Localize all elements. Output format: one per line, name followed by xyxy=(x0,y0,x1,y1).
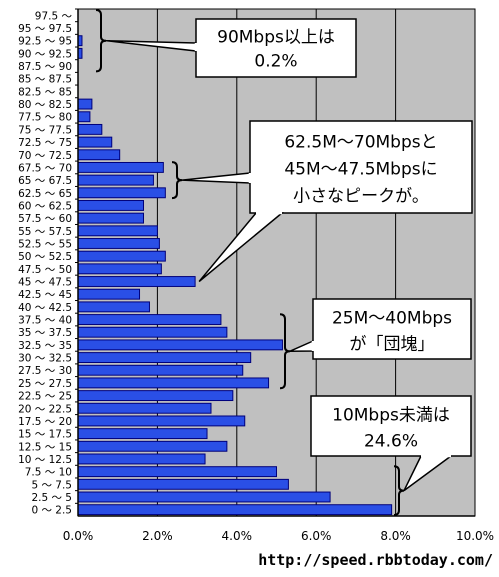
bar-30 xyxy=(77,123,103,135)
callout-under-10-text: 10Mbps未満は xyxy=(332,405,450,425)
bar-1 xyxy=(77,491,331,503)
bar-21 xyxy=(77,238,160,249)
callout-peak-text: 62.5M～70Mbpsと xyxy=(284,133,437,153)
y-tick-label: 57.5 ～ 60 xyxy=(18,213,72,225)
y-tick-label: 80 ～ 82.5 xyxy=(18,99,72,111)
y-tick-label: 77.5 ～ 80 xyxy=(18,112,72,124)
y-tick-label: 62.5 ～ 65 xyxy=(18,188,72,200)
bar-9 xyxy=(77,390,234,402)
y-tick-label: 92.5 ～ 95 xyxy=(18,36,72,48)
bar-15 xyxy=(77,314,222,325)
x-tick-label: 8.0% xyxy=(380,529,411,543)
callout-peak-text: 45M～47.5Mbpsに xyxy=(284,160,437,180)
bar-26 xyxy=(77,174,154,186)
bar-31 xyxy=(77,111,91,123)
bar-10 xyxy=(77,377,270,389)
y-tick-label: 15 ～ 17.5 xyxy=(18,429,72,441)
bar-18 xyxy=(77,276,196,287)
bar-25 xyxy=(77,187,166,199)
y-tick-label: 85 ～ 87.5 xyxy=(18,74,72,86)
y-tick-label: 50 ～ 52.5 xyxy=(18,251,72,263)
y-tick-label: 30 ～ 32.5 xyxy=(18,353,72,365)
y-tick-label: 17.5 ～ 20 xyxy=(18,416,72,428)
y-tick-label: 97.5 ～ xyxy=(35,10,73,22)
y-tick-label: 75 ～ 77.5 xyxy=(18,124,72,136)
bar-23 xyxy=(77,212,145,224)
y-tick-label: 35 ～ 37.5 xyxy=(18,327,72,339)
callout-25-40-text: 25M～40Mbps xyxy=(332,308,452,328)
x-tick-label: 10.0% xyxy=(456,529,494,543)
y-tick-label: 10 ～ 12.5 xyxy=(18,454,72,466)
bar-20 xyxy=(77,250,166,262)
y-tick-label: 40 ～ 42.5 xyxy=(18,302,72,314)
bar-19 xyxy=(77,263,162,275)
bar-5 xyxy=(77,440,228,452)
y-tick-label: 20 ～ 22.5 xyxy=(18,403,72,415)
y-tick-label: 37.5 ～ 40 xyxy=(18,315,72,327)
x-tick-label: 4.0% xyxy=(222,529,253,543)
y-tick-label: 25 ～ 27.5 xyxy=(18,378,72,390)
callout-under-10-text: 24.6% xyxy=(364,431,418,451)
bar-14 xyxy=(77,326,228,338)
bar-2 xyxy=(77,478,289,490)
y-tick-label: 90 ～ 92.5 xyxy=(18,48,72,60)
y-tick-label: 5 ～ 7.5 xyxy=(31,479,72,491)
bar-0 xyxy=(77,504,393,516)
y-tick-label: 32.5 ～ 35 xyxy=(18,340,72,352)
y-tick-label: 70 ～ 72.5 xyxy=(18,150,72,162)
y-tick-label: 47.5 ～ 50 xyxy=(18,264,72,276)
bar-28 xyxy=(77,149,121,161)
y-tick-label: 12.5 ～ 15 xyxy=(18,441,72,453)
callout-peak-box xyxy=(249,120,473,214)
y-tick-label: 55 ～ 57.5 xyxy=(18,226,72,238)
bar-16 xyxy=(77,301,150,313)
source-url: http://speed.rbbtoday.com/ xyxy=(258,551,493,569)
y-tick-label: 22.5 ～ 25 xyxy=(18,391,72,403)
y-tick-label: 2.5 ～ 5 xyxy=(31,492,72,504)
y-tick-label: 60 ～ 62.5 xyxy=(18,200,72,212)
callout-25-40-text: が「団塊」 xyxy=(350,334,435,354)
y-tick-label: 52.5 ～ 55 xyxy=(18,238,72,250)
x-tick-label: 6.0% xyxy=(301,529,332,543)
callout-25-40-box xyxy=(312,298,472,360)
y-tick-label: 87.5 ～ 90 xyxy=(18,61,72,73)
x-tick-label: 2.0% xyxy=(142,529,173,543)
callout-under-10-box xyxy=(310,395,472,457)
bar-12 xyxy=(77,352,252,364)
bar-13 xyxy=(77,339,283,351)
y-tick-label: 82.5 ～ 85 xyxy=(18,86,72,98)
callout-90mbps-box xyxy=(195,18,357,78)
bar-32 xyxy=(77,98,93,110)
y-tick-label: 45 ～ 47.5 xyxy=(18,277,72,289)
y-tick-label: 67.5 ～ 70 xyxy=(18,162,72,174)
x-tick-label: 0.0% xyxy=(63,529,94,543)
bar-4 xyxy=(77,453,206,465)
y-tick-label: 0 ～ 2.5 xyxy=(31,505,72,517)
bar-6 xyxy=(77,428,208,440)
y-tick-label: 42.5 ～ 45 xyxy=(18,289,72,301)
callout-90mbps-text: 90Mbps以上は xyxy=(217,28,335,48)
y-tick-label: 27.5 ～ 30 xyxy=(18,365,72,377)
bar-17 xyxy=(77,288,141,300)
bar-27 xyxy=(77,161,164,173)
y-tick-label: 65 ～ 67.5 xyxy=(18,175,72,187)
bar-7 xyxy=(77,415,246,427)
bar-22 xyxy=(77,225,158,237)
callout-90mbps-text: 0.2% xyxy=(254,52,297,72)
callout-peak-text: 小さなピークが。 xyxy=(293,187,429,207)
bar-11 xyxy=(77,364,244,376)
bar-3 xyxy=(77,466,277,478)
bar-24 xyxy=(77,200,145,211)
y-tick-label: 72.5 ～ 75 xyxy=(18,137,72,149)
bar-29 xyxy=(77,136,113,148)
y-tick-label: 95 ～ 97.5 xyxy=(18,23,72,35)
y-tick-label: 7.5 ～ 10 xyxy=(25,467,72,479)
bar-8 xyxy=(77,402,212,414)
